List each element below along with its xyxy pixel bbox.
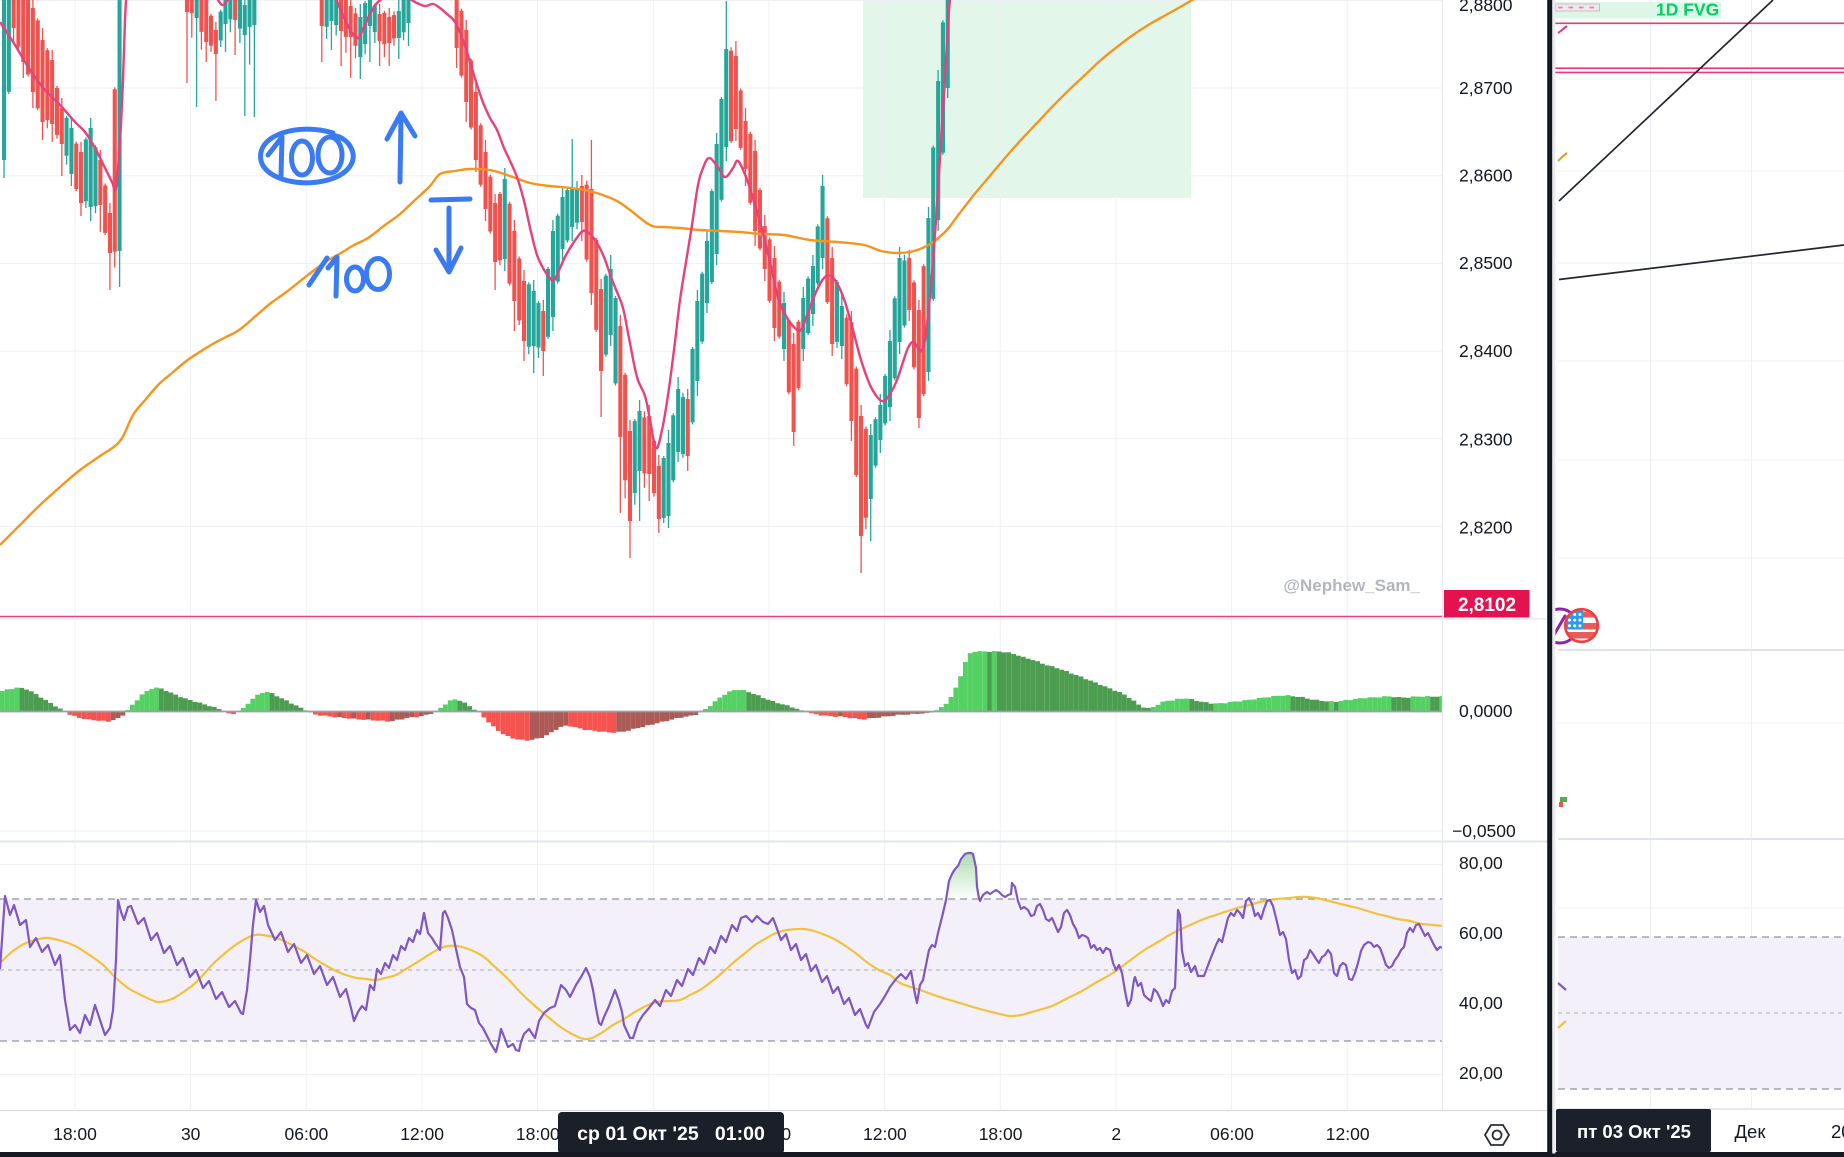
svg-text:2,8600: 2,8600 bbox=[1459, 166, 1513, 186]
svg-text:2,8700: 2,8700 bbox=[1459, 78, 1513, 98]
svg-text:1D FVG: 1D FVG bbox=[1656, 0, 1719, 20]
svg-text:Дек: Дек bbox=[1735, 1121, 1767, 1142]
svg-text:0,0000: 0,0000 bbox=[1459, 701, 1513, 721]
svg-text:2,8500: 2,8500 bbox=[1459, 253, 1513, 273]
svg-text:18:00: 18:00 bbox=[516, 1124, 560, 1144]
svg-text:12:00: 12:00 bbox=[400, 1124, 444, 1144]
svg-text:60,00: 60,00 bbox=[1459, 923, 1503, 943]
svg-text:2,8300: 2,8300 bbox=[1459, 430, 1513, 450]
svg-text:2,8400: 2,8400 bbox=[1459, 341, 1513, 361]
svg-text:18:00: 18:00 bbox=[979, 1124, 1023, 1144]
svg-text:80,00: 80,00 bbox=[1459, 853, 1503, 873]
svg-text:пт 03 Окт '25: пт 03 Окт '25 bbox=[1577, 1121, 1691, 1142]
svg-text:20,00: 20,00 bbox=[1459, 1063, 1503, 1083]
svg-text:2,8200: 2,8200 bbox=[1459, 518, 1513, 538]
svg-text:2: 2 bbox=[1111, 1124, 1121, 1144]
svg-text:12:00: 12:00 bbox=[1326, 1124, 1370, 1144]
svg-text:ср 01 Окт '25 01:00: ср 01 Окт '25 01:00 bbox=[577, 1123, 765, 1145]
svg-text:20: 20 bbox=[1831, 1121, 1844, 1142]
svg-text:12:00: 12:00 bbox=[863, 1124, 907, 1144]
svg-text:@Nephew_Sam_: @Nephew_Sam_ bbox=[1283, 576, 1420, 595]
svg-text:06:00: 06:00 bbox=[285, 1124, 329, 1144]
svg-text:2,8800: 2,8800 bbox=[1459, 0, 1513, 15]
svg-text:30: 30 bbox=[181, 1124, 201, 1144]
svg-text:−0,0500: −0,0500 bbox=[1452, 821, 1516, 841]
svg-text:18:00: 18:00 bbox=[53, 1124, 97, 1144]
svg-text:40,00: 40,00 bbox=[1459, 993, 1503, 1013]
svg-text:2,8102: 2,8102 bbox=[1458, 595, 1516, 616]
svg-text:06:00: 06:00 bbox=[1210, 1124, 1254, 1144]
